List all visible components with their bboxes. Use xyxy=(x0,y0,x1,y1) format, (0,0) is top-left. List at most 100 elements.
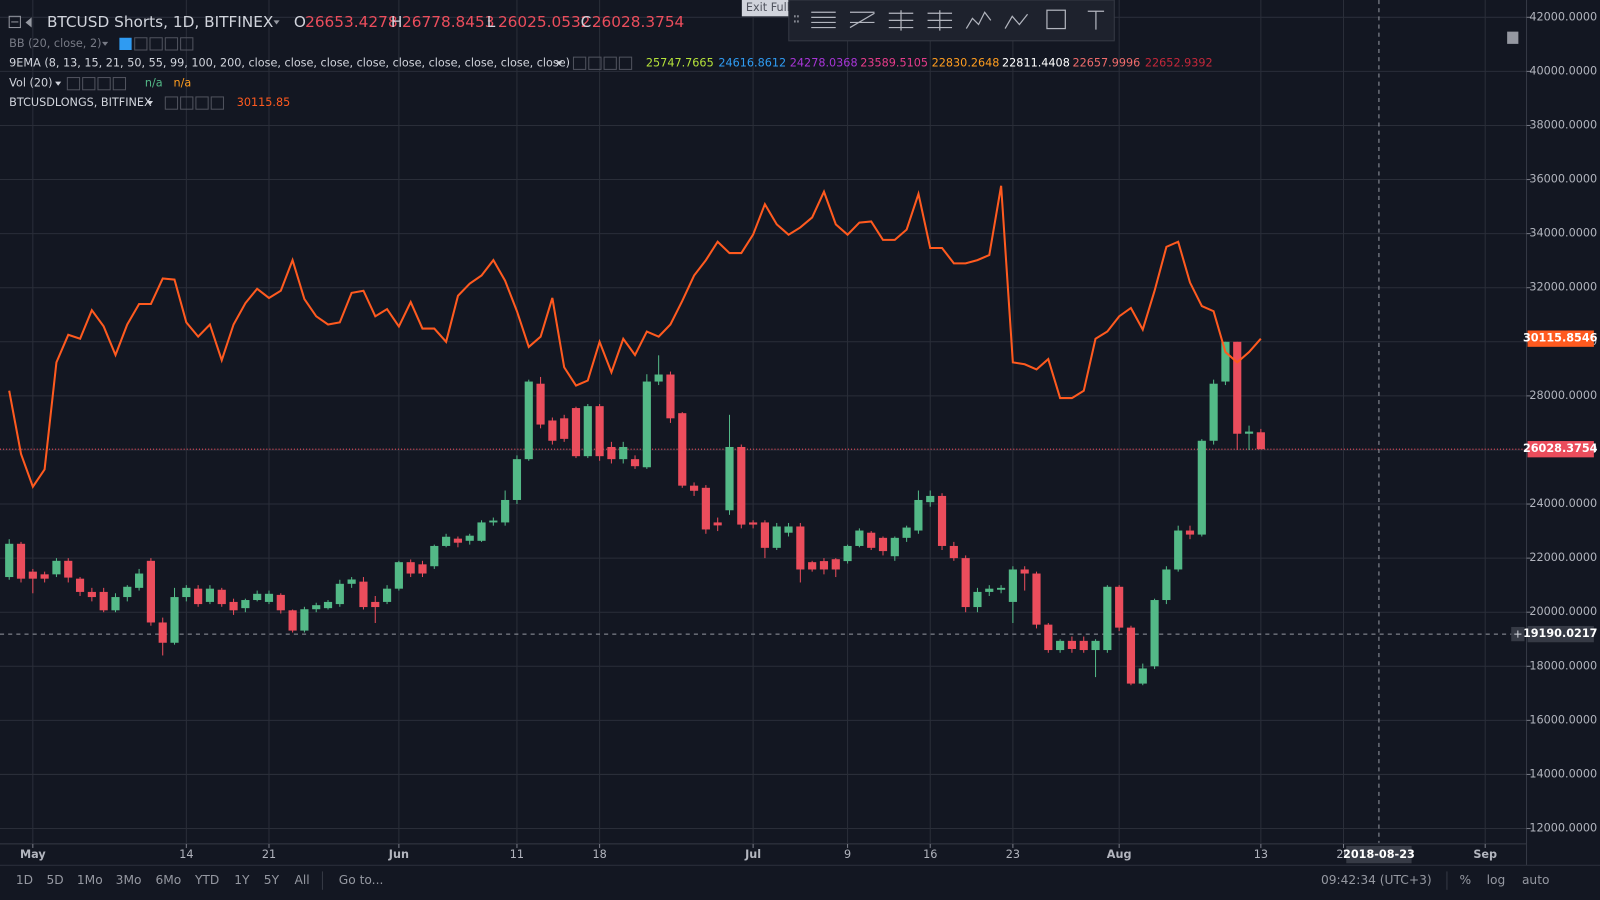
range-button[interactable]: 1Mo xyxy=(77,873,103,887)
range-button[interactable]: 1D xyxy=(16,873,33,887)
range-button[interactable]: 5D xyxy=(46,873,63,887)
legend-icon[interactable] xyxy=(112,77,127,91)
legend-icon[interactable] xyxy=(572,56,587,70)
indicator-value: n/a xyxy=(145,77,163,90)
y-tick-label: 28000.0000 xyxy=(1529,389,1597,402)
candle-body xyxy=(985,588,994,592)
exit-button-bg[interactable] xyxy=(741,0,789,17)
candle-body xyxy=(28,571,37,579)
candle-body xyxy=(1162,569,1171,601)
scale-option[interactable]: % xyxy=(1459,873,1471,887)
series-line xyxy=(8,185,1262,489)
tool-gann[interactable] xyxy=(927,10,953,31)
candle-body xyxy=(949,545,958,559)
legend-icon[interactable] xyxy=(210,96,224,110)
goto-button[interactable]: Go to... xyxy=(339,873,384,887)
indicator-value: 23589.5105 xyxy=(860,56,928,69)
legend-value: 30115.85 xyxy=(237,96,291,109)
toolbar-handle[interactable] xyxy=(794,15,799,23)
legend-icon[interactable] xyxy=(618,56,633,70)
tool-fib-channel[interactable] xyxy=(849,11,875,29)
candle-body xyxy=(123,586,132,598)
legend-icon[interactable] xyxy=(164,96,179,110)
candle-body xyxy=(276,594,285,611)
candle-body xyxy=(5,543,14,578)
range-button[interactable]: 5Y xyxy=(264,873,280,887)
range-button[interactable]: YTD xyxy=(194,873,219,887)
legend-icon[interactable] xyxy=(180,37,194,51)
y-tick-label: 18000.0000 xyxy=(1529,659,1597,672)
range-button[interactable]: 3Mo xyxy=(116,873,142,887)
candle-body xyxy=(87,591,96,598)
legend-icon[interactable] xyxy=(195,96,209,110)
ohlc-label: O xyxy=(294,13,306,31)
candle-body xyxy=(831,559,840,570)
ohlc-value: 26025.0532 xyxy=(498,13,590,31)
legend-icon[interactable] xyxy=(82,77,96,91)
legend: BB (20, close, 2) 9EMA (8, 13, 15, 21, 50… xyxy=(9,37,1213,110)
legend-icon[interactable] xyxy=(66,77,81,91)
candle-body xyxy=(548,420,557,441)
range-button[interactable]: All xyxy=(294,873,309,887)
range-button[interactable]: 1Y xyxy=(234,873,250,887)
candle-body xyxy=(1020,569,1029,574)
tool-elliott[interactable] xyxy=(965,11,992,29)
candle-body xyxy=(1008,569,1017,602)
candle-body xyxy=(217,589,226,605)
legend-icon[interactable] xyxy=(97,77,111,91)
tool-fib[interactable] xyxy=(811,11,836,29)
legend-icon[interactable] xyxy=(134,37,148,51)
dropdown[interactable] xyxy=(556,61,563,66)
candle-body xyxy=(760,522,770,548)
x-tick-label: Aug xyxy=(1107,848,1132,861)
drawing-tools xyxy=(794,9,1105,31)
legend-icon[interactable] xyxy=(164,37,179,51)
crosshair-price-bg xyxy=(1527,625,1594,643)
candle-body xyxy=(560,418,569,439)
tool-text[interactable] xyxy=(1087,10,1105,30)
candle-body xyxy=(512,459,522,500)
range-button[interactable]: 6Mo xyxy=(155,873,181,887)
x-tick-label: 9 xyxy=(844,848,851,861)
candle-body xyxy=(725,446,734,511)
candle-body xyxy=(111,597,120,611)
crosshair-price: 19190.0217 xyxy=(1523,627,1598,640)
dropdown[interactable] xyxy=(273,20,280,25)
dropdown[interactable] xyxy=(55,81,62,86)
legend-icon[interactable] xyxy=(180,96,194,110)
price-tag-bg xyxy=(1527,441,1594,458)
x-tick-label: Jun xyxy=(388,848,409,861)
collapse-icon[interactable] xyxy=(8,15,21,29)
dropdown[interactable] xyxy=(102,41,109,46)
x-tick-label: Sep xyxy=(1473,848,1497,861)
candle-body xyxy=(1103,586,1112,651)
candle-body xyxy=(619,446,628,460)
legend-icon[interactable] xyxy=(603,56,617,70)
candle-body xyxy=(902,527,911,538)
candle-body xyxy=(264,593,274,602)
tool-rectangle[interactable] xyxy=(1046,9,1066,30)
back-arrow[interactable] xyxy=(25,17,32,28)
tool-pattern[interactable] xyxy=(1004,13,1029,29)
legend-icon[interactable] xyxy=(588,56,602,70)
candle-body xyxy=(867,532,876,548)
candle-body xyxy=(99,591,108,611)
candle-body xyxy=(937,495,947,546)
scale-option[interactable]: log xyxy=(1487,873,1506,887)
exit-button[interactable]: Exit Full xyxy=(746,1,790,14)
x-tick-label: 18 xyxy=(592,848,606,861)
settings-icon[interactable] xyxy=(1507,31,1519,44)
candle-body xyxy=(973,591,982,608)
eye-icon[interactable] xyxy=(119,37,132,50)
price-tag: 30115.8546 xyxy=(1523,332,1598,345)
plot-area xyxy=(5,185,1265,686)
indicator-value: 22657.9996 xyxy=(1072,56,1140,69)
legend-icon[interactable] xyxy=(149,37,163,51)
crosshair-plus[interactable] xyxy=(1514,630,1522,638)
candle-body xyxy=(253,593,262,601)
scale-option[interactable]: auto xyxy=(1522,873,1550,887)
tool-pitchfork[interactable] xyxy=(888,10,914,31)
y-tick-label: 16000.0000 xyxy=(1529,713,1597,726)
x-tick-label: May xyxy=(20,848,46,861)
dropdown[interactable] xyxy=(146,101,154,106)
